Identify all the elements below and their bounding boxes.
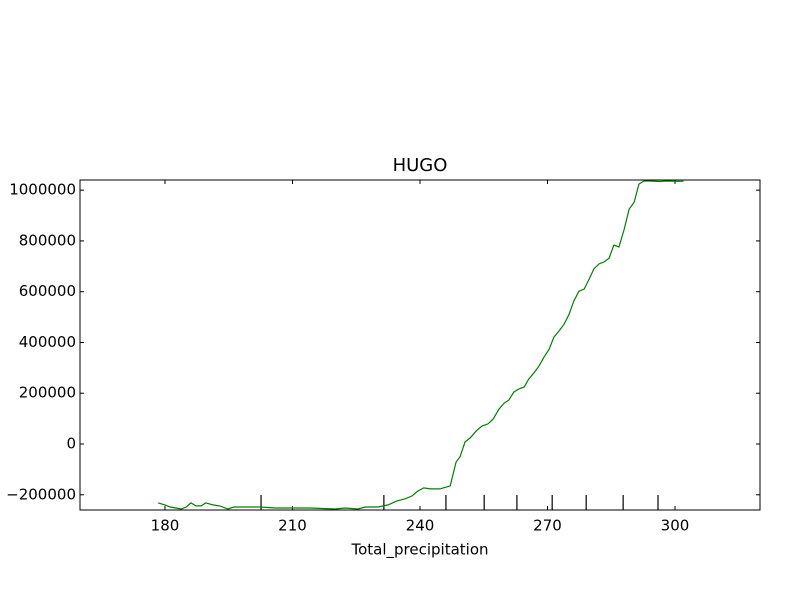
x-tick-label: 240 <box>406 517 435 535</box>
y-tick-label: 200000 <box>19 384 76 402</box>
chart-title: HUGO <box>393 155 448 176</box>
y-tick-label: 800000 <box>19 231 76 249</box>
x-tick-label: 270 <box>533 517 562 535</box>
y-tick-label: 600000 <box>19 282 76 300</box>
data-line <box>158 180 684 510</box>
y-tick-label: 400000 <box>19 333 76 351</box>
x-axis-label: Total_precipitation <box>350 541 488 560</box>
x-tick-label: 180 <box>151 517 180 535</box>
y-tick-label: 0 <box>66 435 76 453</box>
plot-frame <box>79 179 761 511</box>
x-tick-label: 210 <box>278 517 307 535</box>
y-tick-label: 1000000 <box>9 181 76 199</box>
y-tick-label: −200000 <box>6 485 76 503</box>
x-tick-label: 300 <box>661 517 690 535</box>
